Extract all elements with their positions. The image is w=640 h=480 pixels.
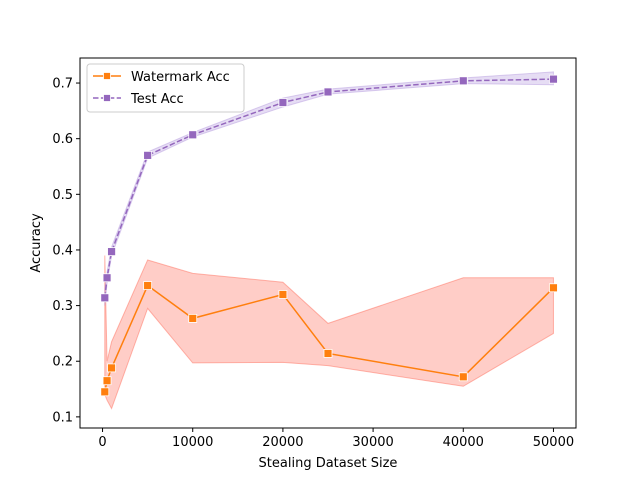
marker-watermark-acc-5 <box>278 290 288 299</box>
marker-test-acc-8 <box>549 74 558 84</box>
x-axis-label: Stealing Dataset Size <box>259 456 398 471</box>
marker-watermark-acc-6 <box>323 349 333 358</box>
y-tick-label-5: 0.6 <box>52 132 73 147</box>
confidence-bands <box>104 71 554 410</box>
y-tick-label-4: 0.5 <box>52 188 73 203</box>
marker-test-acc-2 <box>107 247 116 257</box>
x-tick-label-1: 10000 <box>172 435 213 450</box>
marker-test-acc-1 <box>102 273 112 283</box>
y-tick-label-0: 0.1 <box>52 410 73 425</box>
y-tick-label-2: 0.3 <box>52 299 73 314</box>
x-tick-label-0: 0 <box>98 435 106 450</box>
marker-watermark-acc-3 <box>143 281 153 290</box>
y-tick-label-6: 0.7 <box>52 77 73 92</box>
x-axis-ticks: 0 10000 20000 30000 40000 50000 <box>98 428 574 450</box>
x-tick-label-2: 20000 <box>262 435 303 450</box>
marker-watermark-acc-8 <box>549 283 558 293</box>
marker-test-acc-4 <box>188 130 198 140</box>
marker-watermark-acc-0 <box>100 387 110 397</box>
y-tick-label-3: 0.4 <box>52 243 73 258</box>
marker-test-acc-6 <box>323 87 333 97</box>
legend-label-test: Test Acc <box>130 92 184 107</box>
band-watermark-acc <box>104 255 554 410</box>
x-tick-label-4: 40000 <box>443 435 484 450</box>
plot-frame <box>79 57 577 429</box>
marker-test-acc-5 <box>278 98 288 107</box>
legend: Watermark Acc Test Acc <box>86 63 245 113</box>
legend-marker-watermark <box>103 72 111 80</box>
marker-test-acc-0 <box>100 293 110 303</box>
series-markers <box>100 74 558 397</box>
marker-test-acc-3 <box>143 150 153 160</box>
x-tick-label-3: 30000 <box>352 435 393 450</box>
legend-box <box>86 63 245 113</box>
legend-marker-test <box>103 94 111 102</box>
marker-watermark-acc-7 <box>458 372 468 382</box>
marker-watermark-acc-2 <box>107 363 116 373</box>
marker-watermark-acc-4 <box>188 313 198 323</box>
y-axis-ticks: 0.1 0.2 0.3 0.4 0.5 0.6 0.7 <box>52 77 80 425</box>
y-tick-label-1: 0.2 <box>52 355 73 370</box>
x-tick-label-5: 50000 <box>533 435 574 450</box>
y-axis-label: Accuracy <box>29 213 44 273</box>
legend-label-watermark: Watermark Acc <box>131 70 230 85</box>
marker-test-acc-7 <box>458 76 468 86</box>
marker-watermark-acc-1 <box>102 376 112 386</box>
